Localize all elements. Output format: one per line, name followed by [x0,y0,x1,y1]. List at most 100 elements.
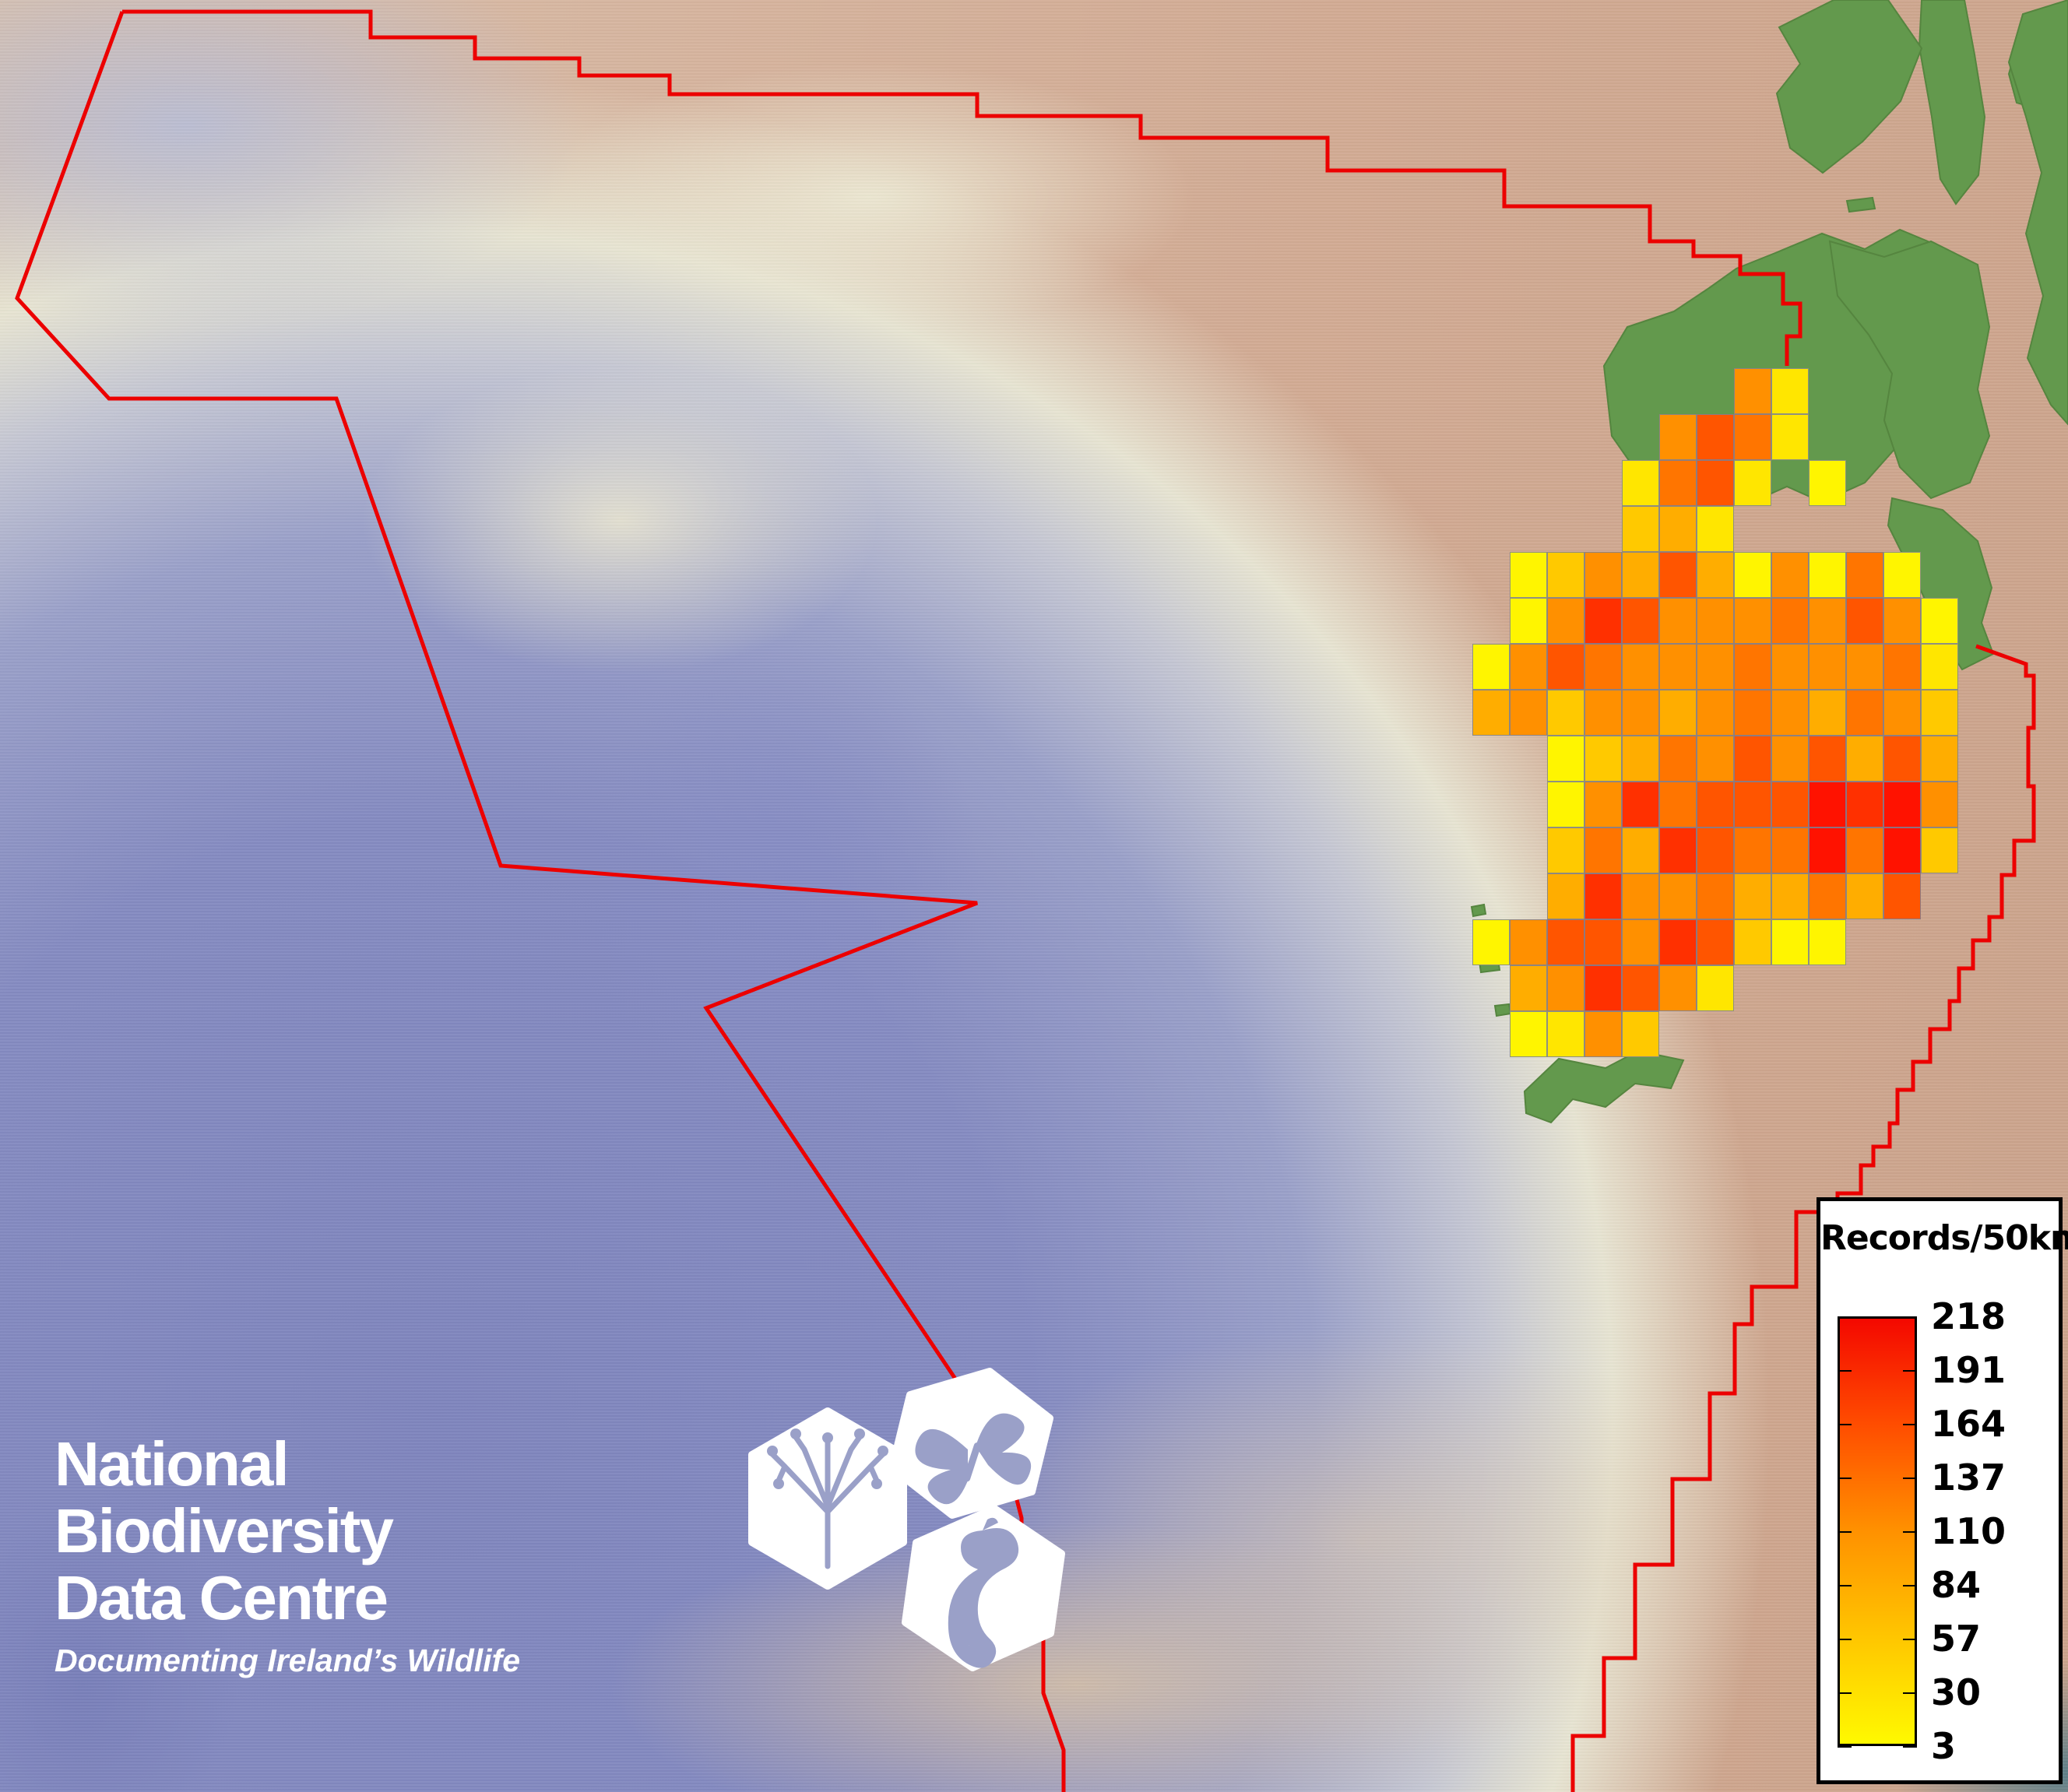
heatmap-cell [1809,598,1846,644]
heatmap-cell [1771,552,1809,598]
heatmap-cell [1734,827,1771,873]
butterfly-icon [915,1413,1032,1505]
heatmap-cell [1547,598,1584,644]
heatmap-cell [1771,873,1809,919]
heatmap-cell [1883,690,1921,736]
heatmap-cell [1846,644,1883,690]
heatmap-cell [1809,919,1846,965]
heatmap-cell [1697,552,1734,598]
heatmap-cell [1846,598,1883,644]
legend-tick [1903,1370,1917,1372]
logo-line-2: Biodiversity [55,1496,394,1565]
heatmap-cell [1921,598,1958,644]
legend-tick [1838,1585,1852,1586]
heatmap-cell [1547,827,1584,873]
heatmap-cell [1472,919,1510,965]
heatmap-cell [1622,782,1659,827]
heatmap-cell [1734,368,1771,414]
heatmap-cell [1921,736,1958,782]
land-islay-jura [1775,0,1923,174]
heatmap-cell [1622,965,1659,1011]
heatmap-cell [1697,598,1734,644]
heatmap-cell [1547,552,1584,598]
heatmap-cell [1697,919,1734,965]
legend-title: Records/50km [1820,1218,2068,1258]
heatmap-cell [1846,873,1883,919]
heatmap-cell [1659,873,1697,919]
heatmap-cell [1734,736,1771,782]
heatmap-cell [1659,552,1697,598]
heatmap-cell [1771,919,1809,965]
heatmap-cell [1883,827,1921,873]
land-ayrshire-galloway [2007,0,2068,426]
legend-value-label: 137 [1931,1456,2006,1499]
heatmap-cell [1659,736,1697,782]
heatmap-cell [1921,782,1958,827]
boundary-line-irish-sea [1570,644,2036,1792]
heatmap-cell [1883,736,1921,782]
heatmap-cell [1883,552,1921,598]
land-down-coast [1887,497,1995,671]
heatmap-cell [1547,690,1584,736]
heatmap-cell [1622,736,1659,782]
heatmap-cell [1697,736,1734,782]
legend-tick [1903,1746,1917,1748]
heatmap-cell [1809,782,1846,827]
heatmap-cell [1697,644,1734,690]
legend-tick [1838,1478,1852,1479]
heatmap-cell [1697,414,1734,460]
heatmap-cell [1771,690,1809,736]
heatmap-cell [1771,782,1809,827]
heatmap-cell [1734,873,1771,919]
heatmap-cell [1809,460,1846,506]
heatmap-cell [1846,736,1883,782]
heatmap-cell [1659,919,1697,965]
legend-tick [1838,1424,1852,1425]
heatmap-cell [1584,782,1622,827]
legend-tick [1903,1316,1917,1318]
heatmap-cell [1622,690,1659,736]
heatmap-cell [1659,827,1697,873]
heatmap-cell [1584,690,1622,736]
heatmap-cell [1584,1011,1622,1057]
heatmap-cell [1622,873,1659,919]
heatmap-cell [1622,827,1659,873]
heatmap-cell [1547,736,1584,782]
heatmap-cell [1734,552,1771,598]
heatmap-cell [1846,782,1883,827]
heatmap-cell [1659,690,1697,736]
heatmap-cell [1584,644,1622,690]
heatmap-cell [1771,414,1809,460]
land-rathlin [1845,196,1876,213]
heatmap-cell [1510,919,1547,965]
heatmap-cell [1584,552,1622,598]
land-aran-island-a [1470,903,1487,918]
legend-tick [1838,1692,1852,1694]
heatmap-cell [1734,782,1771,827]
heatmap-cell [1547,1011,1584,1057]
legend-value-label: 110 [1931,1510,2006,1552]
legend-value-label: 191 [1931,1349,2006,1391]
heatmap-cell [1883,598,1921,644]
legend-value-label: 57 [1931,1618,1982,1660]
heatmap-cell [1697,965,1734,1011]
heatmap-cell [1659,965,1697,1011]
heatmap-cell [1771,598,1809,644]
heatmap-cell [1659,414,1697,460]
heatmap-cell [1921,690,1958,736]
legend-tick [1903,1639,1917,1640]
legend-value-label: 84 [1931,1564,1982,1606]
heatmap-cell [1697,460,1734,506]
heatmap-cell [1697,873,1734,919]
heatmap-cell [1734,644,1771,690]
land-kintyre [1918,0,1986,206]
heatmap-cell [1659,644,1697,690]
heatmap-cell [1659,782,1697,827]
heatmap-cell [1510,965,1547,1011]
legend-tick [1903,1424,1917,1425]
legend-tick [1903,1531,1917,1533]
heatmap-cell [1697,782,1734,827]
heatmap-cell [1584,965,1622,1011]
